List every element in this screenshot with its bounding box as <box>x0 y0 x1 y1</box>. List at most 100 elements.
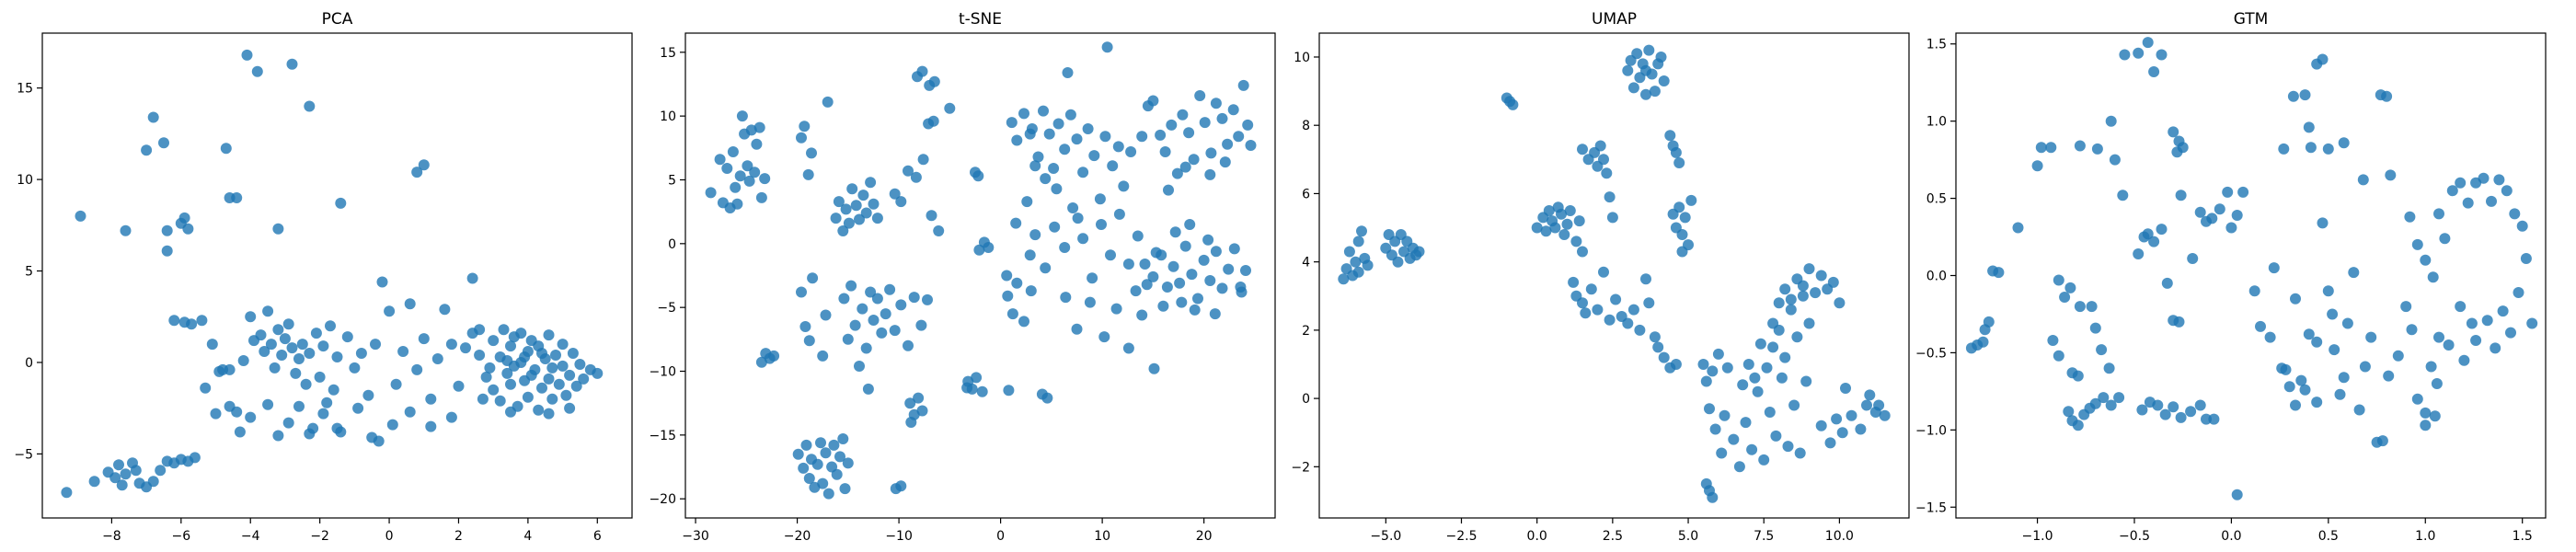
data-point <box>1561 218 1573 230</box>
data-point <box>1627 304 1639 316</box>
data-point <box>1767 341 1779 353</box>
data-point <box>1219 156 1231 168</box>
data-point <box>2089 397 2101 409</box>
data-point <box>1785 293 1797 305</box>
data-point <box>1752 385 1764 397</box>
data-point <box>574 359 586 370</box>
data-point <box>286 58 298 70</box>
data-point <box>1652 341 1664 353</box>
data-point <box>2053 274 2064 286</box>
data-point <box>916 405 928 417</box>
data-point <box>349 362 361 374</box>
x-tick-label: 4 <box>523 529 532 544</box>
data-point <box>1204 275 1216 286</box>
axes-frame <box>1955 32 2547 519</box>
data-point <box>927 115 939 127</box>
data-point <box>1573 215 1585 227</box>
data-point <box>1155 129 1167 141</box>
data-point <box>727 146 739 157</box>
data-point <box>2299 89 2311 101</box>
data-point <box>817 350 829 362</box>
data-point <box>2470 335 2482 346</box>
data-point <box>1040 262 1052 274</box>
axes-frame <box>684 32 1276 519</box>
y-tick-label: −20 <box>649 492 676 507</box>
data-point <box>2462 197 2474 209</box>
data-point <box>1139 259 1151 270</box>
data-point <box>1228 243 1240 255</box>
data-point <box>224 400 236 412</box>
data-point <box>730 181 742 193</box>
data-point <box>1606 212 1618 224</box>
data-point <box>272 324 284 336</box>
data-point <box>2194 399 2206 411</box>
y-tick-label: 0.0 <box>1926 270 1947 284</box>
data-point <box>200 382 212 394</box>
data-point <box>262 305 274 317</box>
data-point <box>768 350 780 362</box>
data-point <box>2505 327 2516 339</box>
data-point <box>792 448 804 460</box>
data-point <box>1356 225 1367 237</box>
data-point <box>1673 157 1685 168</box>
data-point <box>1096 219 1107 230</box>
data-point <box>425 420 437 432</box>
data-point <box>2059 292 2071 303</box>
data-point <box>831 468 843 480</box>
data-point <box>2173 135 2185 147</box>
x-tick-label: 20 <box>1196 529 1213 544</box>
x-tick-label: −2.5 <box>1445 529 1477 544</box>
data-point <box>1186 269 1198 281</box>
data-point <box>564 369 576 381</box>
data-point <box>1110 303 1122 315</box>
data-point <box>1216 282 1228 294</box>
data-point <box>1107 160 1119 172</box>
data-point <box>1746 443 1758 455</box>
x-tick-label: −1.0 <box>2022 529 2053 544</box>
data-point <box>2433 208 2444 220</box>
data-point <box>1879 409 1891 421</box>
data-point <box>1655 52 1667 63</box>
data-point <box>905 417 917 428</box>
data-point <box>484 362 496 374</box>
data-point <box>803 473 815 484</box>
data-point <box>2383 370 2395 382</box>
data-point <box>2105 399 2117 411</box>
data-point <box>533 404 545 416</box>
data-point <box>477 393 489 405</box>
data-point <box>1776 372 1788 384</box>
data-point <box>543 408 555 420</box>
data-point <box>255 329 267 341</box>
y-tick-label: 4 <box>1302 256 1310 270</box>
data-point <box>2148 66 2160 77</box>
data-point <box>837 225 849 236</box>
data-point <box>876 327 888 339</box>
data-point <box>2303 121 2315 133</box>
y-tick-label: −15 <box>649 429 676 443</box>
data-point <box>2290 399 2301 411</box>
data-point <box>926 210 937 222</box>
data-point <box>2400 301 2412 313</box>
data-point <box>1649 86 1661 98</box>
data-point <box>2497 305 2509 317</box>
data-point <box>1084 296 1096 308</box>
data-point <box>2493 174 2505 186</box>
points-2 <box>1338 44 1891 503</box>
data-point <box>1338 273 1350 285</box>
data-point <box>155 465 167 477</box>
data-point <box>1749 372 1761 384</box>
data-point <box>1198 254 1210 266</box>
data-point <box>1631 48 1643 60</box>
data-point <box>1060 292 1072 304</box>
data-point <box>1082 123 1094 134</box>
data-point <box>1622 317 1634 329</box>
data-point <box>373 435 385 447</box>
data-point <box>838 293 850 305</box>
data-point <box>759 173 771 185</box>
data-point <box>397 346 409 357</box>
x-tick-label: −10 <box>885 529 913 544</box>
data-point <box>2133 47 2145 59</box>
data-point <box>796 132 807 144</box>
data-point <box>705 187 717 199</box>
data-point <box>2443 339 2455 351</box>
